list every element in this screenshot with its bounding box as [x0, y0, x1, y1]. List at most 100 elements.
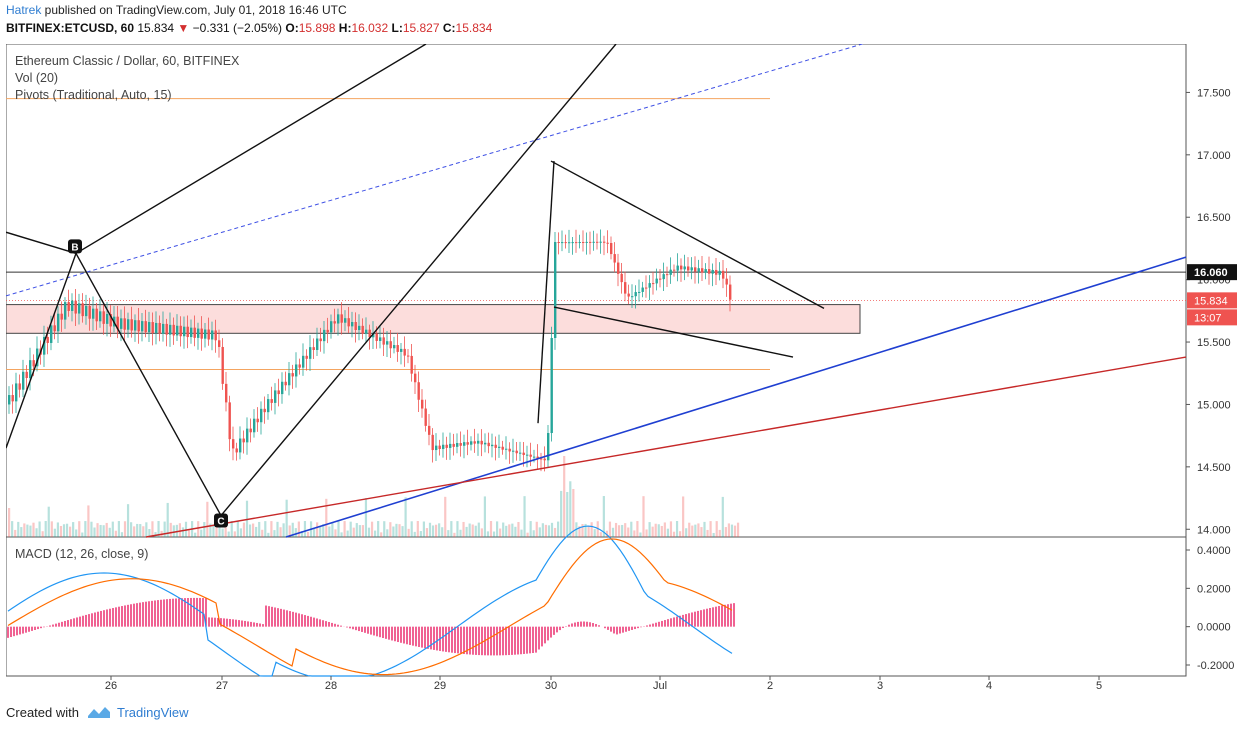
marker-b — [68, 239, 82, 254]
volume-bar — [200, 529, 203, 537]
volume-bar — [712, 532, 715, 537]
volume-bar — [447, 530, 450, 537]
volume-bar — [535, 521, 538, 537]
volume-bar — [419, 531, 422, 537]
candle-body — [221, 346, 224, 384]
volume-bar — [120, 532, 124, 537]
volume-bar — [688, 522, 691, 537]
candle-body — [323, 329, 326, 342]
candle-body — [680, 265, 683, 270]
legend-macd: MACD (12, 26, close, 9) — [15, 547, 149, 561]
candle-body — [263, 408, 266, 413]
volume-bar — [136, 523, 139, 537]
volume-bar — [700, 527, 703, 537]
volume-bar — [614, 522, 618, 537]
volume-bar — [84, 521, 87, 537]
legend-pivots: Pivots (Traditional, Auto, 15) — [15, 88, 172, 102]
chart-area[interactable]: B C 17.500 17.000 16.500 16.000 15.500 15.000 14… — [5, 39, 1238, 692]
volume-bar — [486, 531, 490, 537]
candle-body — [599, 241, 602, 243]
candle-body — [46, 336, 49, 343]
candle-body — [298, 364, 301, 368]
volume-bar — [428, 522, 432, 537]
volume-bar — [96, 523, 99, 537]
volume-bar — [276, 521, 279, 537]
candle-body — [71, 300, 74, 311]
volume-bar — [32, 522, 35, 537]
author-link[interactable]: Hatrek — [6, 3, 42, 17]
volume-bar — [261, 529, 264, 537]
candle-body — [148, 322, 151, 333]
volume-bar — [142, 526, 145, 537]
price-tick-label: 14.500 — [1197, 462, 1231, 474]
volume-bar — [489, 521, 493, 537]
candle-body — [722, 270, 725, 279]
candle-body — [477, 440, 480, 444]
volume-bar — [694, 524, 697, 537]
volume-bar — [358, 525, 361, 537]
candle-body — [694, 267, 697, 272]
volume-bar — [532, 530, 535, 537]
candle-body — [218, 340, 221, 347]
volume-bar — [62, 524, 66, 537]
volume-bar — [322, 524, 325, 537]
candle-body — [281, 381, 284, 395]
blue-trendline — [285, 256, 1187, 538]
volume-bar — [416, 521, 419, 537]
volume-bar — [215, 525, 218, 537]
volume-bar — [111, 521, 114, 537]
candle-body — [564, 242, 567, 244]
volume-bar — [715, 521, 718, 537]
volume-bar — [187, 530, 191, 537]
candle-body — [568, 242, 571, 244]
candle-body — [407, 355, 410, 357]
volume-bar — [380, 532, 383, 537]
volume-bar — [431, 525, 435, 537]
volume-bar — [435, 524, 438, 537]
volume-bar — [517, 522, 520, 537]
candle-body — [15, 383, 18, 402]
tradingview-link[interactable]: TradingView — [117, 705, 189, 720]
candle-body — [60, 313, 63, 320]
candle-body — [442, 444, 445, 449]
candle-body — [32, 360, 35, 367]
candle-body — [550, 337, 553, 434]
volume-bar — [102, 525, 105, 537]
volume-bar — [53, 528, 56, 537]
volume-bar — [59, 525, 63, 537]
volume-bar — [133, 526, 136, 537]
candle-body — [578, 242, 581, 244]
candle-body — [284, 381, 287, 386]
candle-body — [704, 269, 707, 273]
candle-body — [554, 242, 557, 338]
volume-bar — [398, 524, 401, 537]
candle-body — [561, 242, 564, 244]
candle-body — [64, 302, 67, 320]
candle-body — [347, 318, 350, 327]
candle-body — [43, 336, 46, 355]
volume-bar — [736, 522, 740, 537]
volume-bar — [395, 523, 398, 537]
volume-bar — [212, 524, 215, 537]
candle-body — [452, 443, 455, 447]
candle-body — [431, 434, 434, 451]
volume-bar — [166, 502, 169, 537]
candle-body — [267, 399, 270, 413]
volume-bar — [666, 528, 669, 537]
volume-bar — [526, 532, 529, 537]
time-tick-label: 2 — [767, 680, 773, 692]
candle-body — [400, 348, 403, 352]
close-value: 15.834 — [455, 21, 493, 35]
time-tick-label: Jul — [653, 680, 667, 692]
candle-body — [627, 293, 630, 297]
candle-body — [11, 395, 14, 402]
price-chart[interactable]: BC17.50017.00016.50016.00015.50015.00014… — [5, 39, 1238, 692]
volume-bar — [114, 530, 117, 537]
volume-bar — [660, 525, 663, 537]
volume-bar — [413, 531, 416, 537]
volume-bar — [450, 521, 453, 537]
volume-bar — [346, 530, 349, 537]
candle-body — [543, 458, 546, 461]
volume-bar — [194, 532, 197, 537]
volume-bar — [17, 521, 20, 537]
